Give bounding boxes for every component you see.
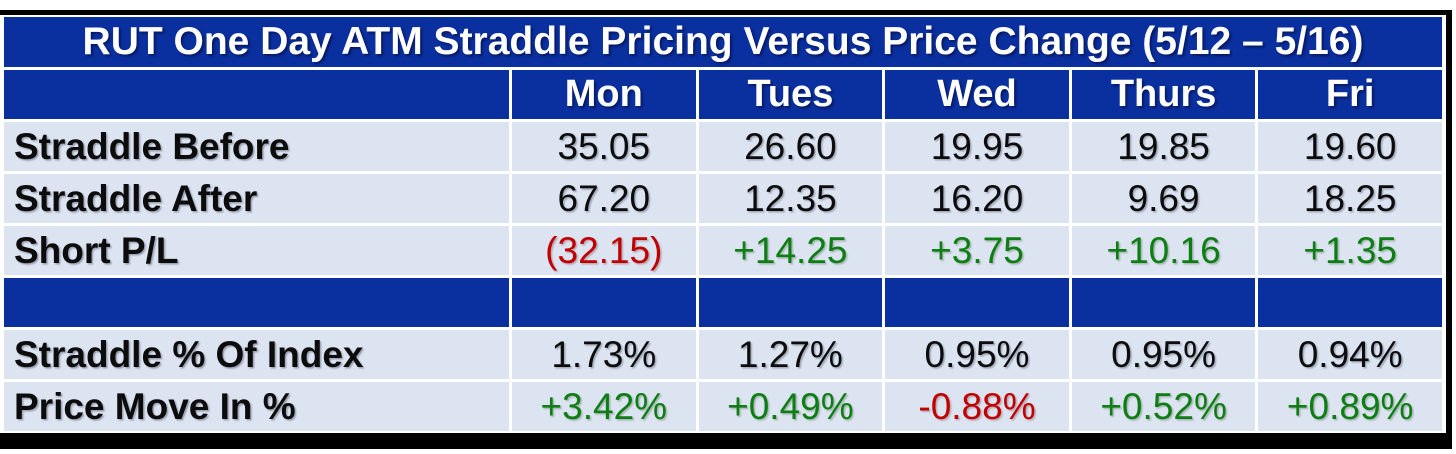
data-cell-short-p-l-wed: +3.75	[885, 226, 1069, 275]
data-cell-short-p-l-thurs: +10.16	[1071, 226, 1256, 275]
data-cell-price-move-in-tues: +0.49%	[698, 382, 883, 431]
row-label-straddle-of-index: Straddle % Of Index	[4, 330, 509, 379]
col-header-wed: Wed	[885, 70, 1069, 119]
col-header-fri: Fri	[1258, 70, 1442, 119]
data-cell-straddle-after-fri: 18.25	[1258, 174, 1442, 223]
spacer-row-label-cell	[4, 278, 509, 327]
data-cell-straddle-of-index-thurs: 0.95%	[1071, 330, 1256, 379]
col-header-thurs: Thurs	[1071, 70, 1256, 119]
data-cell-straddle-of-index-wed: 0.95%	[885, 330, 1069, 379]
data-cell-straddle-of-index-tues: 1.27%	[698, 330, 883, 379]
row-label-straddle-before: Straddle Before	[4, 122, 509, 171]
spacer-cell-fri	[1258, 278, 1442, 327]
row-label-straddle-after: Straddle After	[4, 174, 509, 223]
data-cell-straddle-before-fri: 19.60	[1258, 122, 1442, 171]
data-cell-price-move-in-mon: +3.42%	[512, 382, 696, 431]
col-header-tues: Tues	[698, 70, 883, 119]
data-cell-straddle-before-thurs: 19.85	[1071, 122, 1256, 171]
data-cell-straddle-after-wed: 16.20	[885, 174, 1069, 223]
col-header-mon: Mon	[512, 70, 696, 119]
data-cell-straddle-before-wed: 19.95	[885, 122, 1069, 171]
data-cell-straddle-after-thurs: 9.69	[1071, 174, 1256, 223]
straddle-pricing-table: RUT One Day ATM Straddle Pricing Versus …	[0, 10, 1452, 449]
data-cell-straddle-before-tues: 26.60	[698, 122, 883, 171]
data-cell-straddle-before-mon: 35.05	[512, 122, 696, 171]
spacer-cell-mon	[512, 278, 696, 327]
row-label-short-p-l: Short P/L	[4, 226, 509, 275]
spacer-cell-tues	[698, 278, 883, 327]
data-cell-price-move-in-wed: -0.88%	[885, 382, 1069, 431]
row-label-price-move-in: Price Move In %	[4, 382, 509, 431]
spacer-cell-wed	[885, 278, 1069, 327]
corner-cell	[4, 70, 509, 119]
data-cell-price-move-in-fri: +0.89%	[1258, 382, 1442, 431]
data-cell-short-p-l-tues: +14.25	[698, 226, 883, 275]
data-cell-price-move-in-thurs: +0.52%	[1071, 382, 1256, 431]
data-cell-short-p-l-fri: +1.35	[1258, 226, 1442, 275]
data-cell-straddle-of-index-mon: 1.73%	[512, 330, 696, 379]
data-cell-short-p-l-mon: (32.15)	[512, 226, 696, 275]
data-cell-straddle-of-index-fri: 0.94%	[1258, 330, 1442, 379]
data-cell-straddle-after-mon: 67.20	[512, 174, 696, 223]
spacer-cell-thurs	[1071, 278, 1256, 327]
table-title: RUT One Day ATM Straddle Pricing Versus …	[4, 17, 1442, 67]
data-cell-straddle-after-tues: 12.35	[698, 174, 883, 223]
table-grid: RUT One Day ATM Straddle Pricing Versus …	[0, 15, 1446, 433]
